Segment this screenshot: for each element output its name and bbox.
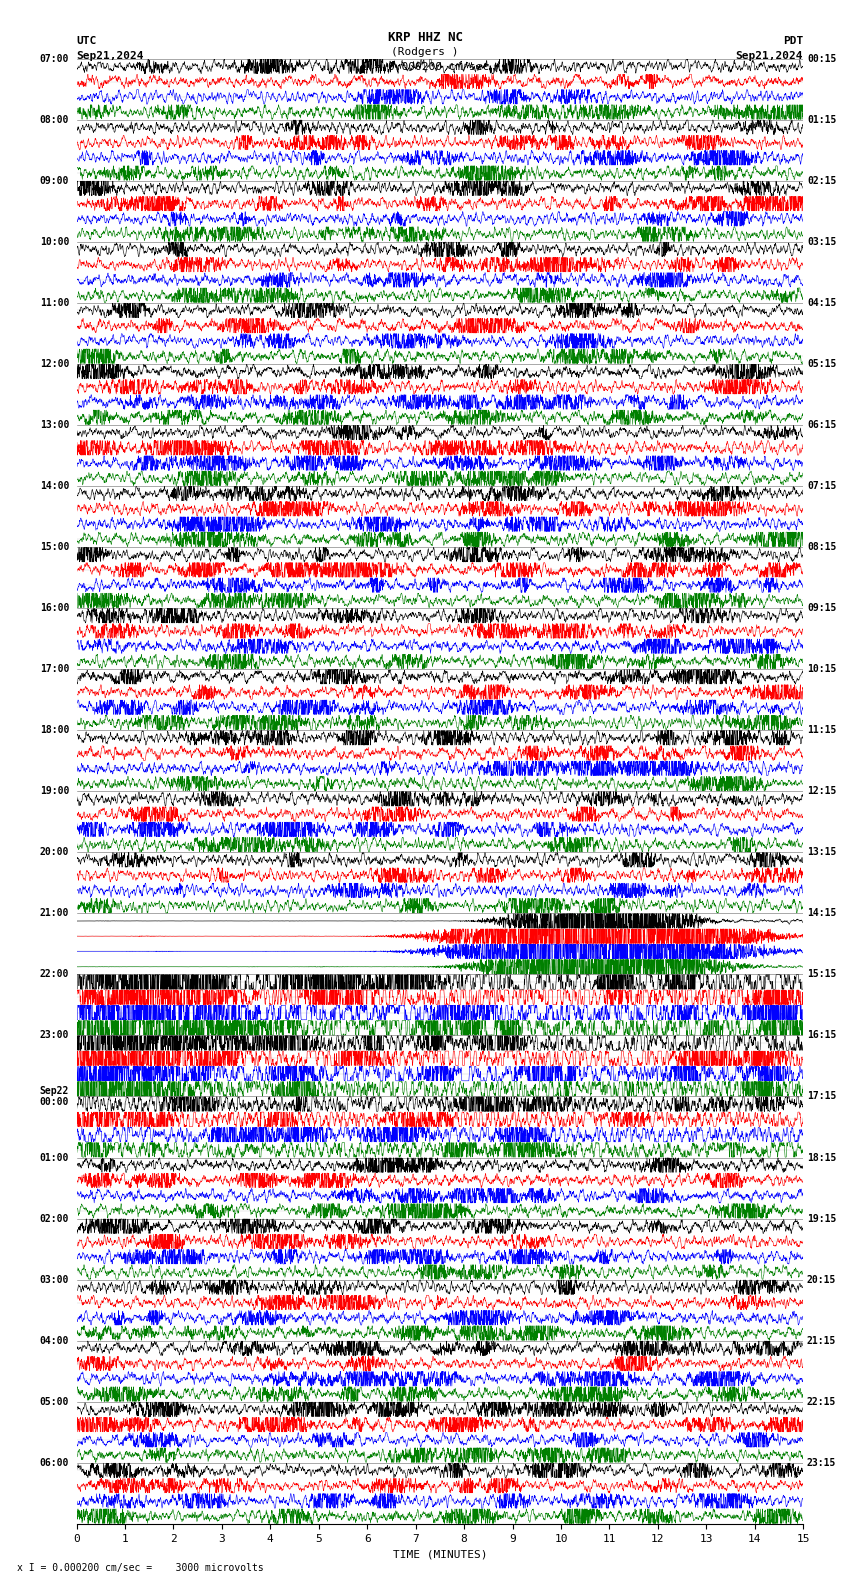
Text: 10:15: 10:15 [807, 664, 836, 675]
Text: 20:00: 20:00 [40, 847, 69, 857]
Text: 14:15: 14:15 [807, 908, 836, 919]
Text: 05:00: 05:00 [40, 1397, 69, 1407]
Text: Sep22
00:00: Sep22 00:00 [40, 1085, 69, 1107]
Text: 01:00: 01:00 [40, 1153, 69, 1163]
Text: UTC: UTC [76, 36, 97, 46]
Text: 01:15: 01:15 [807, 114, 836, 125]
Text: 03:00: 03:00 [40, 1275, 69, 1285]
Text: 14:00: 14:00 [40, 482, 69, 491]
Text: 06:00: 06:00 [40, 1457, 69, 1468]
X-axis label: TIME (MINUTES): TIME (MINUTES) [393, 1549, 487, 1559]
Text: 23:15: 23:15 [807, 1457, 836, 1468]
Text: 03:15: 03:15 [807, 236, 836, 247]
Text: 07:00: 07:00 [40, 54, 69, 63]
Text: 16:00: 16:00 [40, 604, 69, 613]
Text: (Rodgers ): (Rodgers ) [391, 48, 459, 57]
Text: 15:00: 15:00 [40, 542, 69, 551]
Text: 06:15: 06:15 [807, 420, 836, 429]
Text: 23:00: 23:00 [40, 1031, 69, 1041]
Text: 10:00: 10:00 [40, 236, 69, 247]
Text: 02:00: 02:00 [40, 1213, 69, 1223]
Text: 08:15: 08:15 [807, 542, 836, 551]
Text: 13:00: 13:00 [40, 420, 69, 429]
Text: 05:15: 05:15 [807, 360, 836, 369]
Text: 19:00: 19:00 [40, 786, 69, 797]
Text: 16:15: 16:15 [807, 1031, 836, 1041]
Text: 15:15: 15:15 [807, 969, 836, 979]
Text: 09:00: 09:00 [40, 176, 69, 185]
Text: 22:15: 22:15 [807, 1397, 836, 1407]
Text: 11:00: 11:00 [40, 298, 69, 307]
Text: 02:15: 02:15 [807, 176, 836, 185]
Text: 20:15: 20:15 [807, 1275, 836, 1285]
Text: 19:15: 19:15 [807, 1213, 836, 1223]
Text: 18:15: 18:15 [807, 1153, 836, 1163]
Text: 04:00: 04:00 [40, 1335, 69, 1346]
Text: 17:15: 17:15 [807, 1091, 836, 1101]
Text: 21:15: 21:15 [807, 1335, 836, 1346]
Text: 17:00: 17:00 [40, 664, 69, 675]
Text: x I = 0.000200 cm/sec =    3000 microvolts: x I = 0.000200 cm/sec = 3000 microvolts [17, 1563, 264, 1573]
Text: Sep21,2024: Sep21,2024 [76, 51, 144, 60]
Text: 00:15: 00:15 [807, 54, 836, 63]
Text: 09:15: 09:15 [807, 604, 836, 613]
Text: 04:15: 04:15 [807, 298, 836, 307]
Text: 13:15: 13:15 [807, 847, 836, 857]
Text: 22:00: 22:00 [40, 969, 69, 979]
Text: 18:00: 18:00 [40, 725, 69, 735]
Text: 08:00: 08:00 [40, 114, 69, 125]
Text: KRP HHZ NC: KRP HHZ NC [388, 32, 462, 44]
Text: 12:15: 12:15 [807, 786, 836, 797]
Text: 21:00: 21:00 [40, 908, 69, 919]
Text: PDT: PDT [783, 36, 803, 46]
Text: 07:15: 07:15 [807, 482, 836, 491]
Text: 12:00: 12:00 [40, 360, 69, 369]
Text: I = 0.000200 cm/sec: I = 0.000200 cm/sec [361, 62, 489, 71]
Text: 11:15: 11:15 [807, 725, 836, 735]
Text: Sep21,2024: Sep21,2024 [736, 51, 803, 60]
